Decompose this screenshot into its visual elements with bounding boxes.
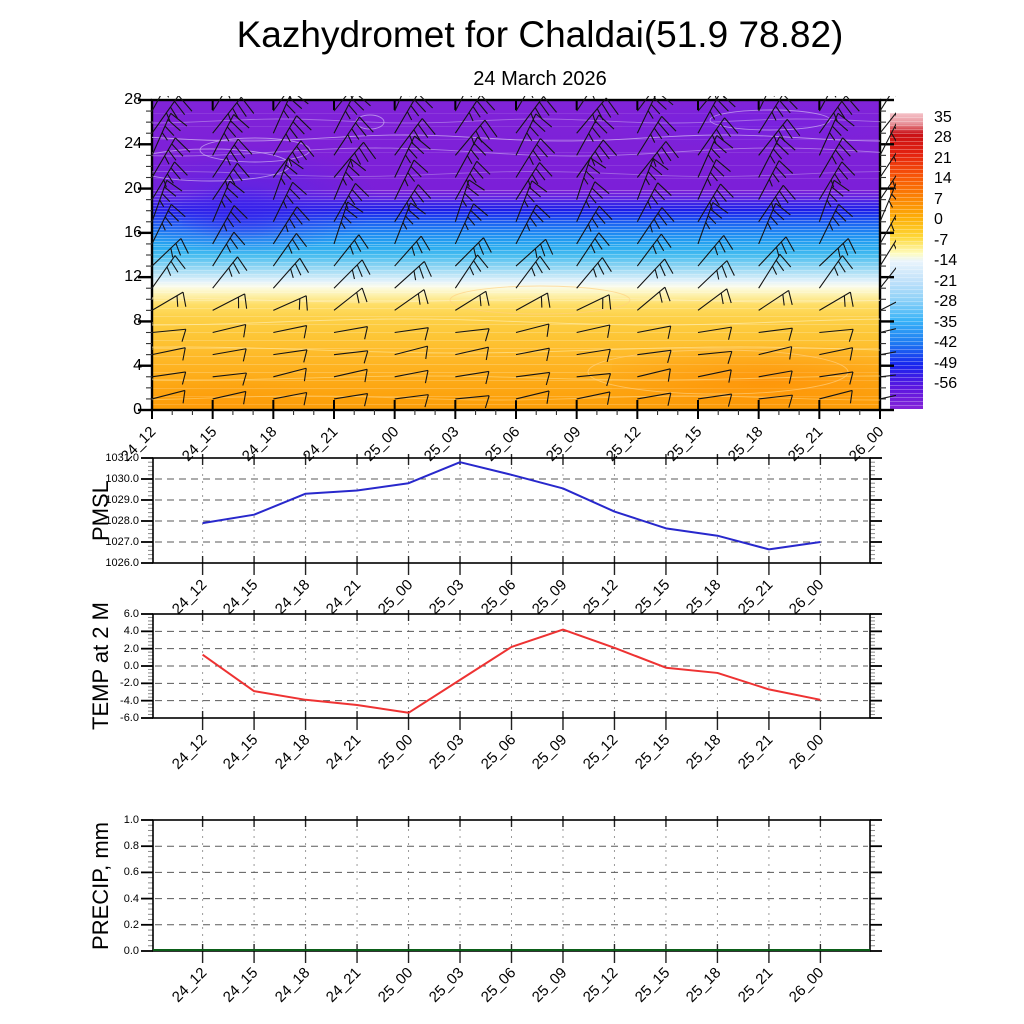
pmsl-panel	[141, 454, 882, 575]
colorbar-tick-label: 0	[934, 211, 943, 229]
height-tick-label: 4	[133, 356, 142, 374]
page-subtitle: 24 March 2026	[473, 68, 607, 90]
temp-ytick-label: 4.0	[123, 625, 139, 638]
cross-section-field	[152, 100, 880, 410]
precip-ytick-label: 1.0	[123, 814, 139, 826]
pmsl-ytick-label: 1029.0	[105, 494, 139, 506]
colorbar-tick-label: -56	[934, 374, 958, 392]
precip-ytick-label: 0.6	[123, 866, 139, 879]
height-tick-label: 8	[133, 312, 142, 330]
temp-ytick-label: -6.0	[120, 712, 139, 724]
colorbar-banding	[890, 113, 923, 409]
height-tick-label: 28	[124, 91, 142, 108]
temp-panel	[141, 610, 882, 730]
temp-ytick-label: -4.0	[120, 694, 139, 707]
height-tick-label: 12	[124, 268, 142, 286]
height-tick-label: 20	[124, 179, 142, 197]
colorbar-tick-label: -7	[934, 231, 949, 249]
height-tick-label: 0	[133, 401, 142, 418]
wind-barbs	[151, 96, 896, 409]
pmsl-ytick-label: 1030.0	[105, 473, 139, 485]
precip-ytick-label: 0.4	[123, 892, 139, 905]
temp-ytick-label: 0.0	[123, 660, 139, 672]
temp-line	[202, 628, 821, 714]
precip-panel	[141, 816, 882, 963]
precip-ytick-label: 0.8	[123, 840, 139, 853]
pmsl-axis-title: PMSL	[88, 480, 113, 541]
page-title: Kazhydromet for Chaldai(51.9 78.82)	[236, 14, 844, 55]
colorbar-tick-label: 7	[934, 190, 943, 208]
colorbar-tick-label: -49	[934, 354, 958, 372]
colorbar-tick-label: 14	[934, 170, 952, 188]
pmsl-ytick-label: 1028.0	[105, 515, 139, 527]
cold-core-blob-small	[182, 185, 312, 240]
colorbar-tick-label: 28	[934, 129, 952, 147]
temperature-colorbar	[890, 113, 923, 409]
colorbar-tick-label: -28	[934, 293, 958, 311]
colorbar-tick-label: -14	[934, 252, 958, 270]
colorbar-tick-label: -21	[934, 272, 958, 290]
precip-ytick-label: 0.2	[123, 918, 139, 931]
colorbar-tick-label: 35	[934, 109, 952, 126]
pmsl-ytick-label: 1027.0	[105, 536, 139, 548]
temp-ytick-label: 2.0	[123, 642, 139, 655]
height-tick-label: 16	[124, 223, 142, 241]
contour-lines	[152, 109, 880, 401]
precip-ytick-label: 0.0	[123, 945, 139, 957]
height-tick-label: 24	[124, 135, 142, 153]
colorbar-tick-label: 21	[934, 149, 952, 167]
colorbar-tick-label: -42	[934, 334, 958, 352]
pmsl-line	[202, 461, 821, 551]
pmsl-ytick-label: 1026.0	[105, 557, 139, 569]
temp-ytick-label: 6.0	[123, 608, 139, 620]
temp-ytick-label: -2.0	[120, 677, 139, 690]
colorbar-tick-label: -35	[934, 313, 958, 331]
cross-section-axes	[138, 98, 894, 419]
pmsl-ytick-label: 1031.0	[105, 452, 139, 464]
